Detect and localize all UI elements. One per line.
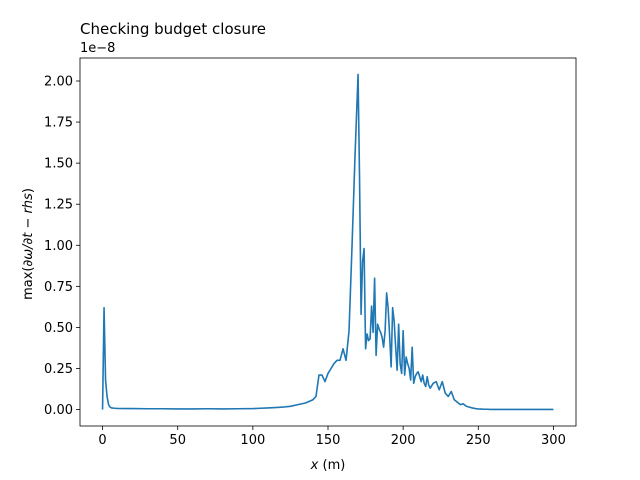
chart-title: Checking budget closure xyxy=(80,20,266,38)
x-tick-label: 100 xyxy=(240,433,265,448)
x-tick-label: 150 xyxy=(316,433,341,448)
x-tick-label: 0 xyxy=(98,433,106,448)
y-tick-label: 1.25 xyxy=(44,198,73,213)
y-offset-text: 1e−8 xyxy=(80,41,115,56)
x-tick-label: 50 xyxy=(169,433,186,448)
y-tick-label: 0.25 xyxy=(44,362,73,377)
y-axis-ticks: 0.00 0.25 0.50 0.75 1.00 1.25 1.50 1.75 2.00 xyxy=(44,75,80,418)
x-tick-label: 300 xyxy=(541,433,566,448)
y-tick-label: 0.75 xyxy=(44,280,73,295)
series-line-0 xyxy=(101,73,554,411)
y-tick-label: 0.50 xyxy=(44,321,73,336)
y-axis-label: max(∂ω/∂t − rhs) xyxy=(21,188,36,300)
x-tick-label: 200 xyxy=(391,433,416,448)
x-axis-ticks: 0 50 100 150 200 250 300 xyxy=(98,426,566,448)
y-tick-label: 2.00 xyxy=(44,75,73,90)
x-tick-label: 250 xyxy=(466,433,491,448)
y-tick-label: 0.00 xyxy=(44,403,73,418)
x-axis-label: x (m) xyxy=(310,458,346,473)
y-tick-label: 1.50 xyxy=(44,157,73,172)
y-tick-label: 1.00 xyxy=(44,239,73,254)
y-tick-label: 1.75 xyxy=(44,116,73,131)
